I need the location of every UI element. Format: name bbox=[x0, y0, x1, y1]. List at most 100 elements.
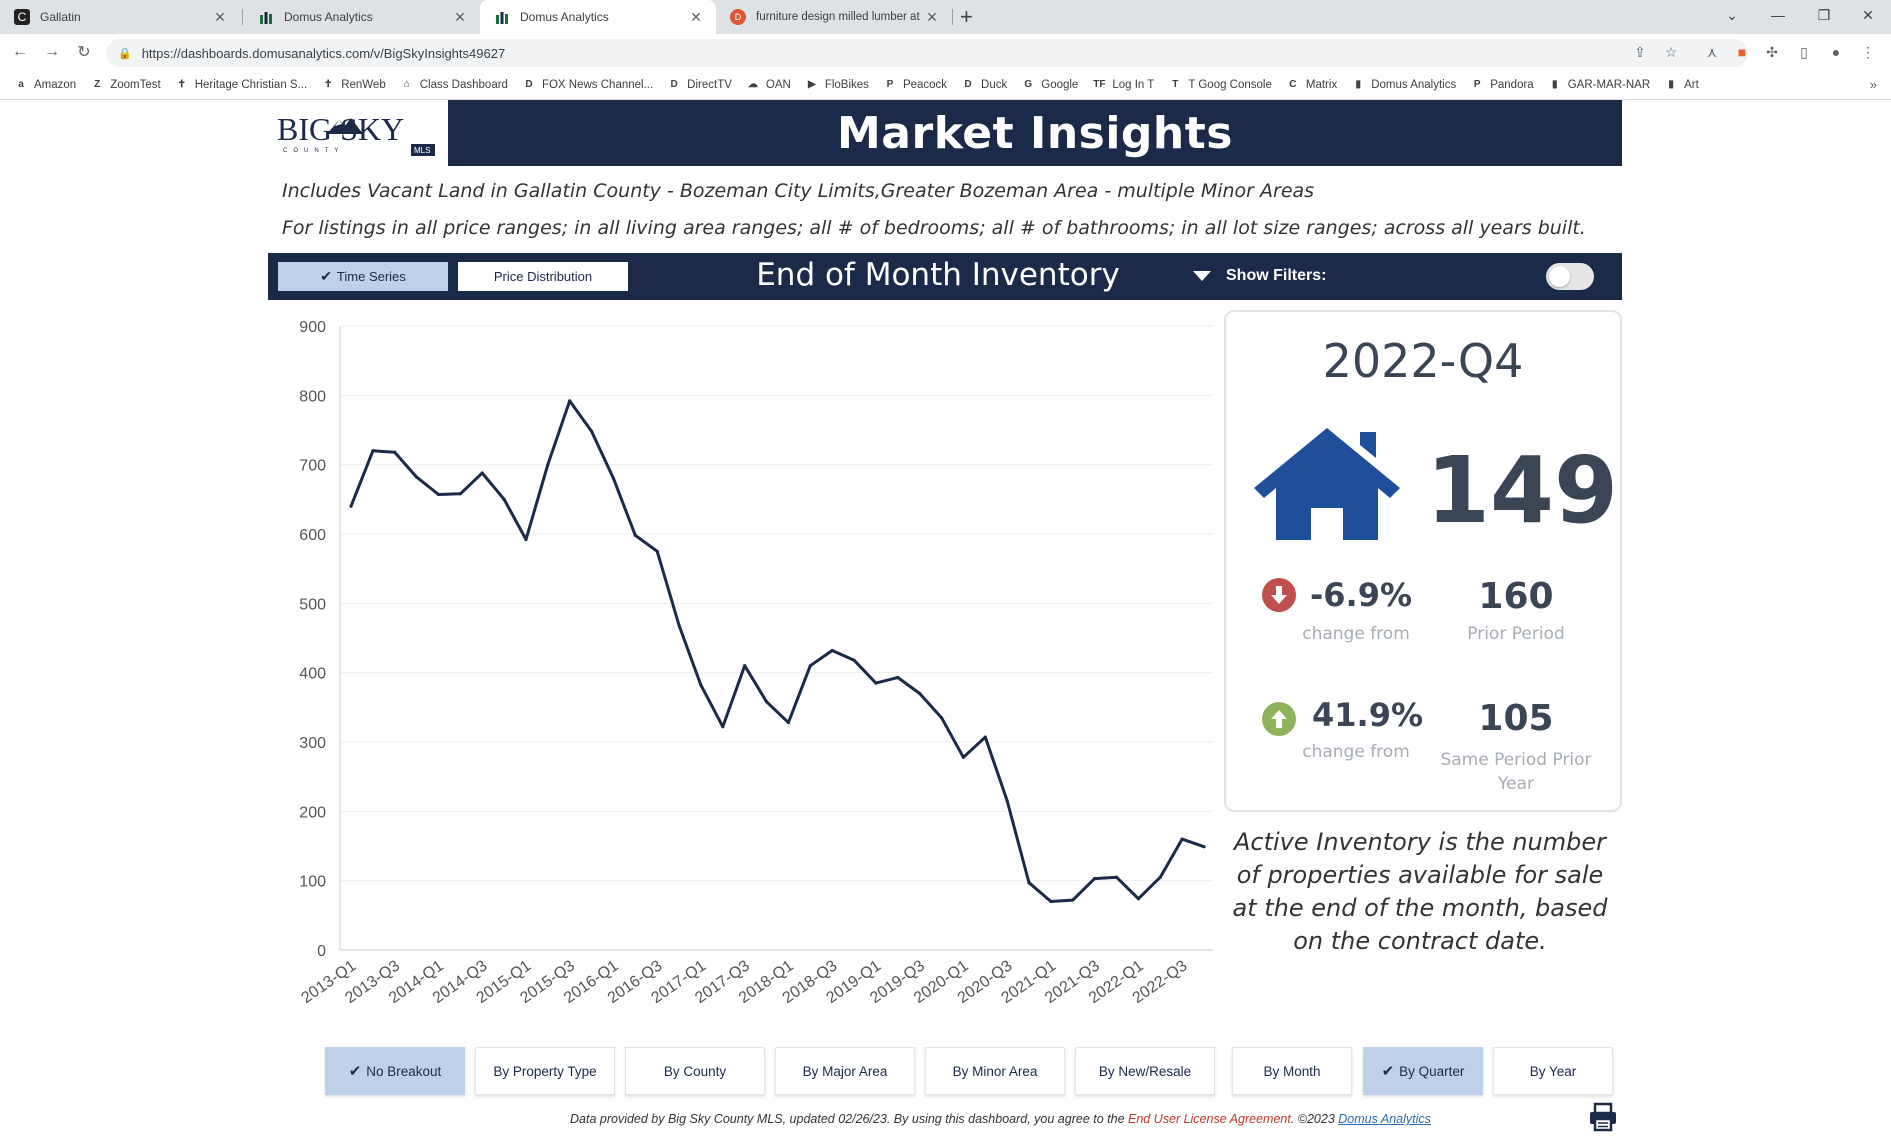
data-point bbox=[764, 700, 769, 704]
bookmark-star-icon[interactable]: ☆ bbox=[1664, 43, 1678, 60]
extensions-puzzle-icon[interactable]: ✣ bbox=[1766, 43, 1778, 60]
bookmark-item[interactable]: Z ZoomTest bbox=[90, 78, 161, 92]
address-bar[interactable]: 🔒 https://dashboards.domusanalytics.com/… bbox=[106, 39, 1748, 67]
inventory-series-line bbox=[349, 399, 1205, 903]
extension-lock-icon[interactable]: ■ bbox=[1737, 44, 1747, 60]
breakout-no-breakout-button[interactable]: ✔ No Breakout bbox=[325, 1047, 465, 1095]
metric-selector[interactable]: End of Month Inventory bbox=[756, 257, 1120, 293]
data-point bbox=[961, 755, 966, 759]
bookmark-item[interactable]: ✝ RenWeb bbox=[321, 78, 386, 92]
print-icon[interactable] bbox=[1588, 1102, 1618, 1132]
dropdown-caret-icon[interactable] bbox=[1193, 271, 1211, 281]
bookmark-item[interactable]: ☁ OAN bbox=[747, 78, 791, 91]
breakout-by-major-area-button[interactable]: By Major Area bbox=[775, 1047, 915, 1095]
minimize-icon[interactable]: — bbox=[1771, 7, 1785, 23]
menu-kebab-icon[interactable]: ⋮ bbox=[1861, 43, 1875, 60]
data-point bbox=[655, 549, 659, 553]
close-tab-icon[interactable]: ✕ bbox=[926, 8, 938, 25]
bookmark-item[interactable]: G Google bbox=[1021, 78, 1078, 92]
restore-icon[interactable]: ❐ bbox=[1817, 6, 1831, 23]
reload-icon[interactable]: ↻ bbox=[77, 44, 91, 61]
data-point bbox=[371, 449, 375, 453]
bookmark-item[interactable]: D DirectTV bbox=[667, 78, 732, 92]
bookmark-item[interactable]: C Matrix bbox=[1286, 78, 1337, 92]
bookmark-item[interactable]: TF Log In T bbox=[1093, 78, 1155, 91]
bookmark-favicon-icon: ▮ bbox=[1551, 79, 1558, 90]
data-point bbox=[415, 475, 419, 479]
bookmark-favicon-icon: a bbox=[18, 79, 24, 90]
close-window-icon[interactable]: ✕ bbox=[1862, 6, 1874, 23]
close-tab-icon[interactable]: ✕ bbox=[214, 8, 226, 25]
breakout-by-minor-area-button[interactable]: By Minor Area bbox=[925, 1047, 1065, 1095]
data-point bbox=[786, 720, 791, 725]
change-vs-prior-period: -6.9% bbox=[1310, 576, 1413, 614]
change-vs-same-period-prior-year: 41.9% bbox=[1312, 696, 1424, 734]
y-tick-label: 900 bbox=[299, 319, 326, 336]
data-point bbox=[393, 450, 397, 454]
y-tick-label: 400 bbox=[299, 666, 326, 683]
breakout-by-property-type-button[interactable]: By Property Type bbox=[475, 1047, 615, 1095]
new-tab-icon[interactable]: + bbox=[960, 4, 973, 29]
up-arrow-icon bbox=[1262, 702, 1296, 736]
breakout-by-quarter-button[interactable]: ✔ By Quarter bbox=[1363, 1047, 1483, 1095]
bookmark-item[interactable]: ▮ Domus Analytics bbox=[1351, 78, 1456, 92]
data-point bbox=[349, 504, 353, 508]
browser-tab-domus-1[interactable]: Domus Analytics ✕ bbox=[244, 0, 480, 34]
forward-icon[interactable]: → bbox=[44, 43, 60, 60]
breakout-by-year-button[interactable]: By Year bbox=[1493, 1047, 1613, 1095]
data-point bbox=[546, 463, 550, 467]
y-tick-label: 600 bbox=[299, 527, 326, 544]
breakout-by-new-resale-button[interactable]: By New/Resale bbox=[1075, 1047, 1215, 1095]
bookmark-favicon-icon: G bbox=[1024, 79, 1033, 90]
extension-feather-icon[interactable]: ⋏ bbox=[1706, 43, 1718, 60]
bookmark-item[interactable]: P Pandora bbox=[1470, 78, 1534, 92]
bookmark-item[interactable]: ✝ Heritage Christian S... bbox=[175, 78, 307, 92]
bookmark-item[interactable]: D FOX News Channel... bbox=[522, 78, 653, 92]
profile-avatar-icon[interactable]: ● bbox=[1831, 44, 1841, 60]
bookmark-favicon-icon: D bbox=[964, 79, 972, 90]
checkmark-icon: ✔ bbox=[1381, 1063, 1395, 1080]
domus-analytics-link[interactable]: Domus Analytics bbox=[1338, 1112, 1431, 1126]
back-icon[interactable]: ← bbox=[12, 43, 28, 60]
close-tab-icon[interactable]: ✕ bbox=[690, 8, 702, 25]
kpi-value: 149 bbox=[1426, 437, 1619, 544]
bookmark-item[interactable]: ▮ Art bbox=[1664, 78, 1698, 92]
show-filters-label: Show Filters: bbox=[1226, 267, 1327, 284]
bookmark-favicon-icon: ☁ bbox=[747, 79, 758, 90]
logo-subtext: COUNTY bbox=[283, 148, 344, 154]
tab-search-icon[interactable]: ⌄ bbox=[1726, 6, 1738, 23]
price-distribution-tab[interactable]: Price Distribution bbox=[458, 262, 628, 291]
bookmarks-bar: a Amazon Z ZoomTest ✝ Heritage Christian S...… bbox=[0, 70, 1891, 100]
bookmark-item[interactable]: a Amazon bbox=[14, 78, 76, 92]
breakout-by-county-button[interactable]: By County bbox=[625, 1047, 765, 1095]
data-point bbox=[1027, 881, 1031, 885]
bookmark-item[interactable]: P Peacock bbox=[883, 78, 947, 92]
bars-icon bbox=[494, 9, 510, 25]
data-point bbox=[524, 537, 528, 542]
close-tab-icon[interactable]: ✕ bbox=[454, 8, 466, 25]
bookmark-item[interactable]: ⌂ Class Dashboard bbox=[400, 78, 508, 92]
browser-tab-gallatin[interactable]: C Gallatin ✕ bbox=[0, 0, 240, 34]
eula-link[interactable]: End User License Agreement bbox=[1128, 1112, 1291, 1126]
breakout-by-month-button[interactable]: By Month bbox=[1232, 1047, 1352, 1095]
bookmark-item[interactable]: ▮ GAR-MAR-NAR bbox=[1548, 78, 1650, 92]
data-point bbox=[1180, 837, 1184, 841]
checkmark-icon: ✔ bbox=[348, 1063, 362, 1080]
bookmark-item[interactable]: D Duck bbox=[961, 78, 1007, 92]
side-panel-icon[interactable]: ▯ bbox=[1800, 43, 1808, 60]
share-icon[interactable]: ⇪ bbox=[1634, 43, 1646, 60]
bookmark-favicon-icon: ✝ bbox=[323, 79, 333, 90]
bookmark-item[interactable]: ▶ FloBikes bbox=[805, 78, 869, 92]
show-filters-toggle[interactable] bbox=[1546, 263, 1594, 290]
browser-tab-domus-active[interactable]: Domus Analytics ✕ bbox=[480, 0, 716, 34]
time-series-tab[interactable]: ✔ Time Series bbox=[278, 262, 448, 291]
y-tick-label: 700 bbox=[299, 458, 326, 475]
y-tick-label: 300 bbox=[299, 735, 326, 752]
lock-icon: 🔒 bbox=[118, 47, 132, 60]
data-point bbox=[983, 735, 987, 739]
browser-tab-furniture[interactable]: D furniture design milled lumber at ✕ bbox=[716, 0, 952, 34]
y-tick-label: 800 bbox=[299, 388, 326, 405]
more-bookmarks-icon[interactable]: » bbox=[1869, 77, 1877, 92]
bookmark-favicon-icon: P bbox=[886, 79, 894, 90]
